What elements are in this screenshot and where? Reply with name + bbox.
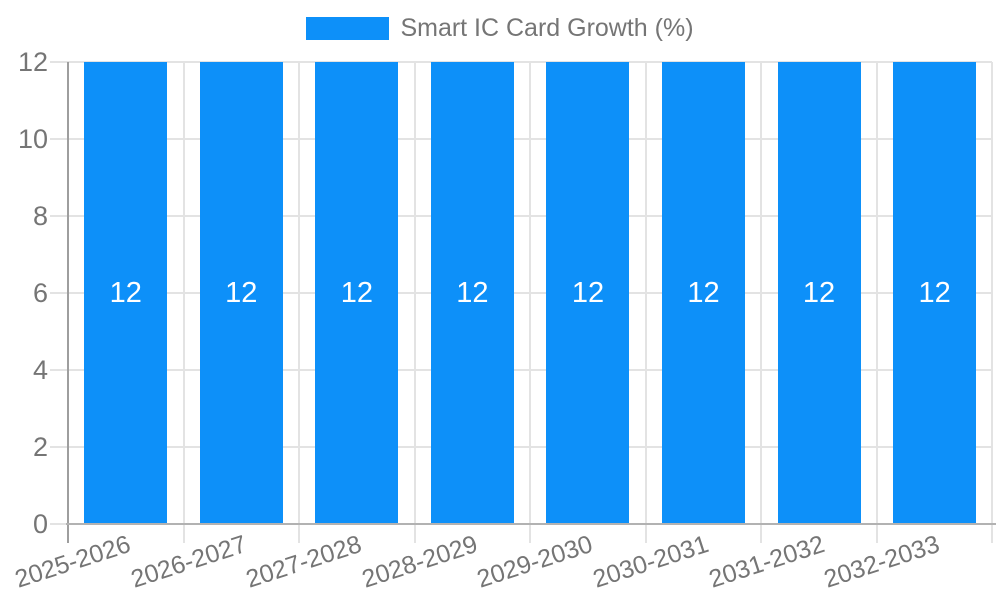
x-tick-label: 2027-2028 bbox=[242, 530, 366, 594]
y-tick-label: 8 bbox=[32, 201, 48, 231]
x-axis-tick bbox=[760, 525, 763, 543]
bar-value-label: 12 bbox=[340, 276, 373, 309]
y-axis-tick bbox=[50, 446, 68, 448]
x-tick-label: 2025-2026 bbox=[11, 530, 135, 594]
bar-value-label: 12 bbox=[687, 276, 720, 309]
gridline-vertical bbox=[413, 62, 416, 524]
y-axis-tick bbox=[50, 138, 68, 140]
bar-value-label: 12 bbox=[802, 276, 836, 309]
x-axis-tick bbox=[644, 525, 647, 543]
x-axis-line bbox=[66, 523, 997, 525]
y-tick-label: 10 bbox=[17, 124, 48, 154]
gridline-vertical bbox=[644, 62, 647, 524]
bar[interactable]: 12 bbox=[893, 62, 977, 524]
y-axis-tick bbox=[50, 61, 68, 63]
y-tick-label: 12 bbox=[17, 47, 48, 77]
gridline-vertical bbox=[298, 62, 301, 524]
bar[interactable]: 12 bbox=[430, 62, 514, 524]
x-tick-label: 2030-2031 bbox=[589, 530, 712, 594]
y-axis-tick bbox=[50, 292, 68, 294]
y-axis-tick bbox=[50, 523, 68, 525]
legend-label: Smart IC Card Growth (%) bbox=[400, 14, 694, 42]
y-axis-line bbox=[67, 62, 69, 543]
x-axis-tick bbox=[413, 525, 416, 543]
x-axis-tick bbox=[529, 525, 532, 543]
x-axis-tick bbox=[182, 525, 185, 543]
gridline-vertical bbox=[760, 62, 763, 524]
gridline-vertical bbox=[991, 62, 994, 524]
bar-value-label: 12 bbox=[225, 276, 258, 309]
y-tick-label: 2 bbox=[32, 432, 48, 462]
legend-swatch bbox=[306, 17, 390, 40]
gridline-vertical bbox=[875, 62, 878, 524]
bar-value-label: 12 bbox=[571, 276, 605, 309]
bar-value-label: 12 bbox=[456, 276, 489, 309]
y-axis-tick bbox=[50, 215, 68, 217]
x-tick-label: 2032-2033 bbox=[820, 530, 943, 594]
y-tick-label: 4 bbox=[32, 355, 48, 385]
bar-value-label: 12 bbox=[918, 276, 951, 309]
gridline-vertical bbox=[529, 62, 532, 524]
x-axis-tick bbox=[875, 525, 878, 543]
bar[interactable]: 12 bbox=[777, 62, 861, 524]
x-axis-tick bbox=[991, 525, 994, 543]
x-tick-label: 2026-2027 bbox=[127, 530, 250, 594]
y-tick-label: 6 bbox=[32, 278, 48, 308]
bar[interactable]: 12 bbox=[315, 62, 399, 524]
legend[interactable]: Smart IC Card Growth (%) bbox=[0, 14, 1000, 43]
gridline-vertical bbox=[182, 62, 185, 524]
x-tick-label: 2029-2030 bbox=[473, 530, 597, 594]
y-tick-label: 0 bbox=[32, 509, 48, 539]
bar-value-label: 12 bbox=[109, 276, 142, 309]
bar[interactable]: 12 bbox=[662, 62, 746, 524]
bar[interactable]: 12 bbox=[199, 62, 283, 524]
x-tick-label: 2031-2032 bbox=[705, 530, 828, 594]
x-tick-label: 2028-2029 bbox=[358, 530, 481, 594]
bar[interactable]: 12 bbox=[546, 62, 630, 524]
y-axis-tick bbox=[50, 369, 68, 371]
bar[interactable]: 12 bbox=[84, 62, 168, 524]
x-axis-tick bbox=[298, 525, 301, 543]
